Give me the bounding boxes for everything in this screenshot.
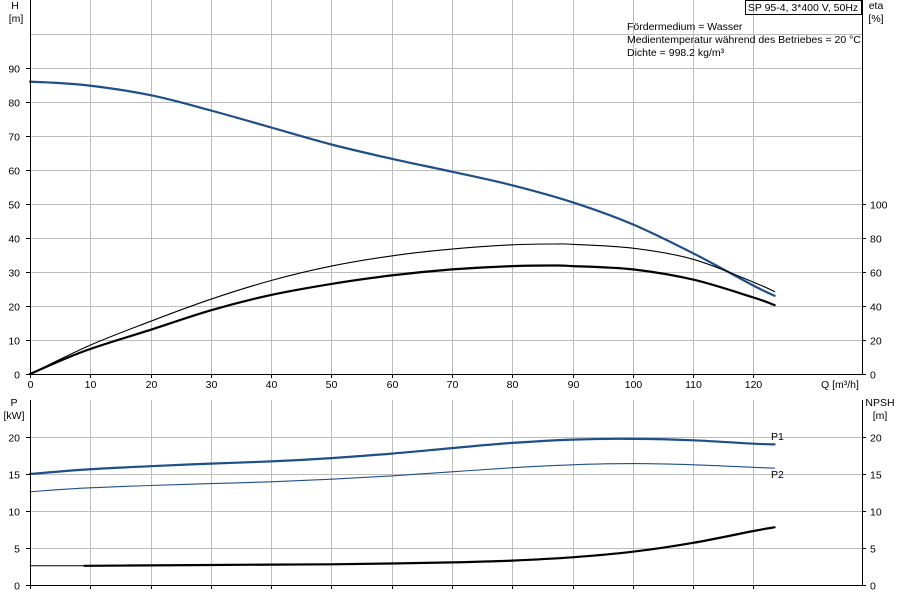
- left-tick-label: 80: [8, 98, 20, 110]
- left-tick-label: 90: [8, 64, 20, 76]
- left-tick-label: 60: [8, 166, 20, 178]
- x-tick-label: 120: [745, 379, 763, 391]
- right-tick-label: 20: [870, 433, 882, 445]
- power-npsh-chart: 0 5 10 15 20 0 5 10 15 20 P [kW] NPSH [m] P1 P2: [4, 397, 895, 593]
- medium-info: Fördermedium = Wasser Medientemperatur w…: [627, 21, 861, 59]
- right-tick-label: 80: [870, 234, 882, 246]
- x-tick-label: 50: [326, 379, 338, 391]
- series-label-p1: P1: [771, 431, 784, 443]
- series-curve-1: [29, 243, 776, 375]
- right-tick-label: 10: [870, 507, 882, 519]
- y-axis-unit-kw: [kW]: [4, 410, 25, 422]
- medium-info-line-1: Fördermedium = Wasser: [627, 21, 743, 33]
- y-axis-unit-percent: [%]: [868, 13, 883, 25]
- y-axis-label-h: H: [11, 0, 19, 12]
- head-efficiency-chart: 0 10 20 30 40 50 60 70 80 90 100 110 120 0 10 20 30 40 50 6…: [8, 0, 888, 391]
- power-grid: [30, 400, 862, 585]
- y-axis-unit-m: [m]: [9, 13, 24, 25]
- left-tick-label: 0: [14, 370, 20, 382]
- left-tick-label: 40: [8, 234, 20, 246]
- x-tick-label: 80: [507, 379, 519, 391]
- title-box-text: SP 95-4, 3*400 V, 50Hz: [748, 2, 858, 14]
- right-tick-label: 60: [870, 268, 882, 280]
- left-tick-label: 50: [8, 200, 20, 212]
- left-tick-label: 20: [8, 433, 20, 445]
- x-tick-label: 60: [387, 379, 399, 391]
- p2-curve: [29, 463, 776, 493]
- right-tick-label: 15: [870, 470, 882, 482]
- right-tick-label: 40: [870, 302, 882, 314]
- left-tick-label: 10: [8, 336, 20, 348]
- right-tick-label: 0: [870, 581, 876, 593]
- series-curve-3: [83, 526, 776, 567]
- right-tick-label: 20: [870, 336, 882, 348]
- x-tick-label: 90: [568, 379, 580, 391]
- y-axis-label-eta: eta: [869, 0, 884, 12]
- left-tick-label: 0: [14, 581, 20, 593]
- medium-info-line-2: Medientemperatur während des Betriebes =…: [627, 34, 861, 46]
- head-grid: [30, 0, 862, 374]
- y-axis-label-npsh: NPSH: [865, 397, 894, 409]
- x-tick-label: 100: [625, 379, 643, 391]
- p1-curve: [28, 437, 776, 476]
- left-tick-label: 20: [8, 302, 20, 314]
- x-tick-label: 110: [685, 379, 702, 391]
- left-tick-label: 70: [8, 132, 20, 144]
- right-tick-label: 100: [870, 200, 888, 212]
- y-axis-label-p: P: [10, 397, 17, 409]
- medium-info-line-3: Dichte = 998.2 kg/m³: [627, 47, 725, 59]
- x-tick-label: 70: [447, 379, 459, 391]
- power-npsh-curves: [28, 437, 776, 567]
- right-tick-label: 5: [870, 544, 876, 556]
- x-tick-label: 10: [85, 379, 97, 391]
- series-label-p2: P2: [771, 469, 784, 481]
- head-efficiency-curves: [28, 80, 776, 376]
- right-tick-label: 0: [870, 370, 876, 382]
- x-tick-label: 30: [206, 379, 218, 391]
- x-tick-label: 40: [266, 379, 278, 391]
- series-curve-0: [28, 80, 776, 297]
- title-box: SP 95-4, 3*400 V, 50Hz: [745, 0, 862, 15]
- left-tick-label: 5: [14, 544, 20, 556]
- x-tick-label: 20: [146, 379, 158, 391]
- x-tick-label: 0: [28, 379, 34, 391]
- y-axis-unit-npsh-m: [m]: [873, 410, 888, 422]
- series-curve-2: [28, 264, 776, 376]
- left-tick-label: 30: [8, 268, 20, 280]
- left-tick-label: 10: [8, 507, 20, 519]
- power-axes: 0 5 10 15 20 0 5 10 15 20: [8, 400, 882, 593]
- x-axis-label: Q [m³/h]: [821, 379, 859, 391]
- head-axes: 0 10 20 30 40 50 60 70 80 90 100 110 120 0 10 20 30 40 50 6…: [8, 0, 888, 391]
- left-tick-label: 15: [8, 470, 20, 482]
